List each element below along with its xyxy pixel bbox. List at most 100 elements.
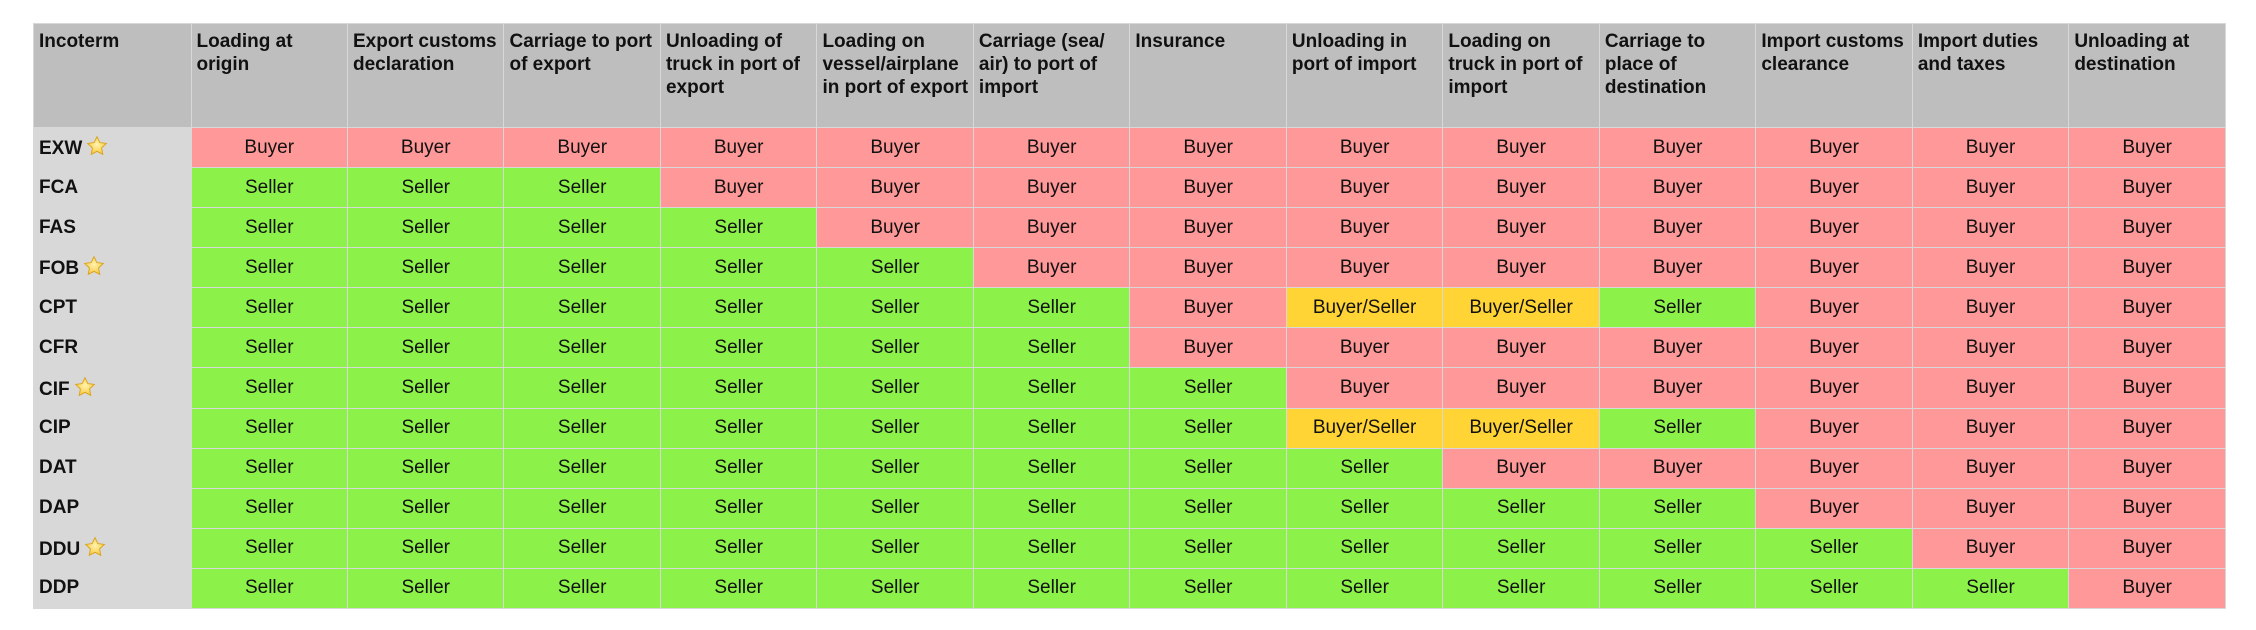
responsibility-cell[interactable]: Buyer bbox=[2068, 367, 2226, 409]
responsibility-cell[interactable]: Buyer bbox=[1755, 407, 1913, 449]
responsibility-cell[interactable]: Buyer bbox=[190, 126, 348, 169]
responsibility-cell[interactable]: Buyer bbox=[1442, 367, 1600, 409]
responsibility-cell[interactable]: Seller bbox=[1598, 567, 1757, 610]
responsibility-cell[interactable]: Buyer bbox=[2068, 126, 2226, 169]
responsibility-cell[interactable]: Seller bbox=[972, 407, 1131, 449]
responsibility-cell[interactable]: Seller bbox=[1129, 367, 1287, 409]
column-header[interactable]: Unloading of truck in port of export bbox=[659, 23, 818, 128]
responsibility-cell[interactable]: Buyer bbox=[1442, 447, 1600, 489]
responsibility-cell[interactable]: Seller bbox=[659, 487, 818, 529]
responsibility-cell[interactable]: Buyer bbox=[1285, 367, 1444, 409]
row-header-cell[interactable]: EXW bbox=[33, 126, 192, 169]
responsibility-cell[interactable]: Seller bbox=[190, 407, 348, 449]
column-header[interactable]: Unloading at destination bbox=[2068, 23, 2226, 128]
responsibility-cell[interactable]: Buyer bbox=[346, 126, 505, 169]
responsibility-cell[interactable]: Buyer bbox=[1911, 487, 2070, 529]
row-header-cell[interactable]: CPT bbox=[33, 287, 192, 329]
responsibility-cell[interactable]: Seller bbox=[503, 287, 661, 329]
responsibility-cell[interactable]: Seller bbox=[503, 447, 661, 489]
responsibility-cell[interactable]: Seller bbox=[659, 327, 818, 369]
responsibility-cell[interactable]: Seller bbox=[659, 567, 818, 610]
responsibility-cell[interactable]: Seller bbox=[346, 167, 505, 209]
responsibility-cell[interactable]: Seller bbox=[816, 327, 974, 369]
responsibility-cell[interactable]: Seller bbox=[1755, 527, 1913, 569]
responsibility-cell[interactable]: Buyer bbox=[1598, 247, 1757, 289]
responsibility-cell[interactable]: Seller bbox=[659, 447, 818, 489]
responsibility-cell[interactable]: Seller bbox=[816, 487, 974, 529]
responsibility-cell[interactable]: Seller bbox=[346, 487, 505, 529]
column-header[interactable]: Loading on truck in port of import bbox=[1442, 23, 1600, 128]
column-header[interactable]: Import customs clearance bbox=[1755, 23, 1913, 128]
responsibility-cell[interactable]: Seller bbox=[346, 327, 505, 369]
row-header-cell[interactable]: FOB bbox=[33, 247, 192, 289]
responsibility-cell[interactable]: Seller bbox=[1911, 567, 2070, 610]
responsibility-cell[interactable]: Buyer bbox=[1755, 247, 1913, 289]
responsibility-cell[interactable]: Buyer bbox=[2068, 567, 2226, 610]
responsibility-cell[interactable]: Seller bbox=[1285, 447, 1444, 489]
responsibility-cell[interactable]: Buyer bbox=[1911, 327, 2070, 369]
responsibility-cell[interactable]: Buyer bbox=[1911, 527, 2070, 569]
responsibility-cell[interactable]: Seller bbox=[503, 407, 661, 449]
responsibility-cell[interactable]: Buyer bbox=[1442, 207, 1600, 249]
responsibility-cell[interactable]: Seller bbox=[503, 487, 661, 529]
responsibility-cell[interactable]: Seller bbox=[346, 407, 505, 449]
responsibility-cell[interactable]: Buyer/Seller bbox=[1285, 287, 1444, 329]
responsibility-cell[interactable]: Seller bbox=[503, 207, 661, 249]
responsibility-cell[interactable]: Buyer bbox=[2068, 207, 2226, 249]
responsibility-cell[interactable]: Buyer bbox=[1285, 327, 1444, 369]
responsibility-cell[interactable]: Seller bbox=[1129, 567, 1287, 610]
row-header-cell[interactable]: CFR bbox=[33, 327, 192, 369]
responsibility-cell[interactable]: Buyer bbox=[1598, 207, 1757, 249]
responsibility-cell[interactable]: Seller bbox=[659, 287, 818, 329]
responsibility-cell[interactable]: Seller bbox=[1755, 567, 1913, 610]
responsibility-cell[interactable]: Buyer bbox=[503, 126, 661, 169]
responsibility-cell[interactable]: Buyer bbox=[1911, 126, 2070, 169]
responsibility-cell[interactable]: Seller bbox=[346, 287, 505, 329]
responsibility-cell[interactable]: Buyer bbox=[1285, 247, 1444, 289]
corner-header-cell[interactable]: Incoterm bbox=[33, 23, 192, 128]
responsibility-cell[interactable]: Seller bbox=[1285, 567, 1444, 610]
responsibility-cell[interactable]: Buyer/Seller bbox=[1442, 407, 1600, 449]
responsibility-cell[interactable]: Seller bbox=[190, 567, 348, 610]
responsibility-cell[interactable]: Buyer bbox=[1911, 167, 2070, 209]
responsibility-cell[interactable]: Buyer bbox=[2068, 167, 2226, 209]
responsibility-cell[interactable]: Seller bbox=[816, 247, 974, 289]
responsibility-cell[interactable]: Buyer bbox=[2068, 447, 2226, 489]
column-header[interactable]: Carriage to port of export bbox=[503, 23, 661, 128]
responsibility-cell[interactable]: Buyer bbox=[1911, 287, 2070, 329]
responsibility-cell[interactable]: Buyer bbox=[1755, 367, 1913, 409]
responsibility-cell[interactable]: Seller bbox=[190, 487, 348, 529]
responsibility-cell[interactable]: Seller bbox=[346, 367, 505, 409]
responsibility-cell[interactable]: Seller bbox=[190, 447, 348, 489]
responsibility-cell[interactable]: Buyer bbox=[972, 126, 1131, 169]
responsibility-cell[interactable]: Buyer bbox=[1285, 167, 1444, 209]
responsibility-cell[interactable]: Seller bbox=[816, 567, 974, 610]
responsibility-cell[interactable]: Buyer bbox=[816, 167, 974, 209]
responsibility-cell[interactable]: Buyer bbox=[816, 126, 974, 169]
responsibility-cell[interactable]: Seller bbox=[190, 367, 348, 409]
responsibility-cell[interactable]: Buyer bbox=[1285, 207, 1444, 249]
responsibility-cell[interactable]: Seller bbox=[190, 207, 348, 249]
responsibility-cell[interactable]: Buyer bbox=[659, 167, 818, 209]
responsibility-cell[interactable]: Seller bbox=[1285, 487, 1444, 529]
responsibility-cell[interactable]: Buyer bbox=[1442, 327, 1600, 369]
responsibility-cell[interactable]: Seller bbox=[346, 567, 505, 610]
column-header[interactable]: Insurance bbox=[1129, 23, 1287, 128]
responsibility-cell[interactable]: Seller bbox=[346, 247, 505, 289]
responsibility-cell[interactable]: Buyer bbox=[1755, 327, 1913, 369]
row-header-cell[interactable]: DAP bbox=[33, 487, 192, 529]
column-header[interactable]: Import duties and taxes bbox=[1911, 23, 2070, 128]
responsibility-cell[interactable]: Buyer bbox=[1129, 247, 1287, 289]
responsibility-cell[interactable]: Buyer bbox=[1129, 327, 1287, 369]
row-header-cell[interactable]: DDU bbox=[33, 527, 192, 569]
responsibility-cell[interactable]: Buyer bbox=[1285, 126, 1444, 169]
responsibility-cell[interactable]: Seller bbox=[972, 447, 1131, 489]
row-header-cell[interactable]: DAT bbox=[33, 447, 192, 489]
responsibility-cell[interactable]: Seller bbox=[1129, 527, 1287, 569]
responsibility-cell[interactable]: Buyer bbox=[1129, 167, 1287, 209]
responsibility-cell[interactable]: Seller bbox=[1442, 527, 1600, 569]
responsibility-cell[interactable]: Buyer bbox=[2068, 527, 2226, 569]
responsibility-cell[interactable]: Buyer bbox=[2068, 487, 2226, 529]
responsibility-cell[interactable]: Buyer bbox=[1129, 287, 1287, 329]
responsibility-cell[interactable]: Seller bbox=[1442, 487, 1600, 529]
